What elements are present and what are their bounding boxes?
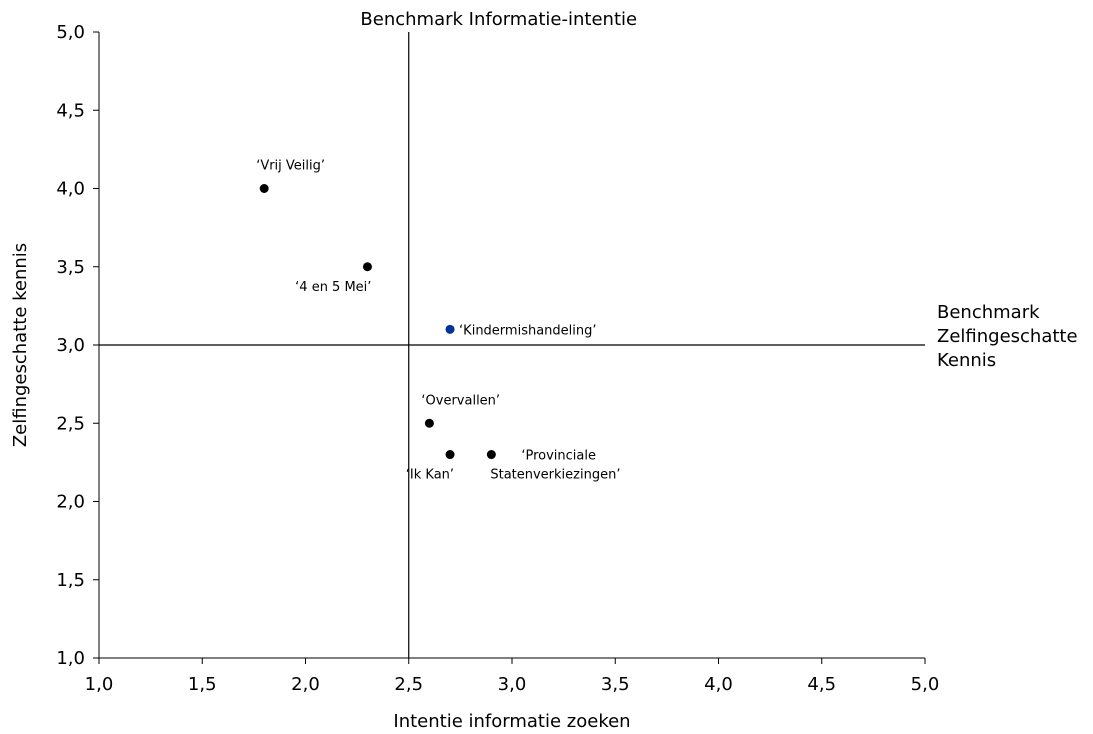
x-tick-label: 1,0 xyxy=(85,674,114,695)
data-point xyxy=(445,450,455,460)
benchmark-x-label: Benchmark Informatie-intentie xyxy=(360,9,637,30)
x-tick-label: 3,0 xyxy=(498,674,527,695)
y-axis-title: Zelfingeschatte kennis xyxy=(10,243,31,447)
data-point-label: ‘Vrij Veilig’ xyxy=(256,159,325,174)
benchmark-y-label-line: Benchmark xyxy=(937,302,1040,323)
y-tick-label: 2,5 xyxy=(56,413,85,434)
x-tick-label: 3,5 xyxy=(601,674,630,695)
x-tick-label: 4,0 xyxy=(704,674,733,695)
x-tick-label: 1,5 xyxy=(188,674,217,695)
data-point xyxy=(486,450,496,460)
data-point xyxy=(424,418,434,428)
y-tick-label: 3,0 xyxy=(56,335,85,356)
y-tick-label: 1,5 xyxy=(56,570,85,591)
data-point-label: ‘Kindermishandeling’ xyxy=(459,323,596,338)
benchmark-y-label: Benchmark Zelfingeschatte Kennis xyxy=(937,302,1078,371)
benchmark-y-label-line: Kennis xyxy=(937,350,996,371)
data-point-label: ‘4 en 5 Mei’ xyxy=(295,280,371,295)
x-tick-label: 2,0 xyxy=(291,674,320,695)
data-point-label: ‘Overvallen’ xyxy=(421,393,500,408)
x-axis-title: Intentie informatie zoeken xyxy=(393,711,630,732)
y-tick-label: 3,5 xyxy=(56,257,85,278)
y-tick-label: 5,0 xyxy=(56,22,85,43)
data-point xyxy=(362,262,372,272)
data-point-label: ‘Provinciale xyxy=(521,449,596,464)
y-tick-label: 2,0 xyxy=(56,492,85,513)
x-tick-label: 2,5 xyxy=(394,674,423,695)
benchmark-y-label-line: Zelfingeschatte xyxy=(937,326,1078,347)
x-tick-label: 4,5 xyxy=(807,674,836,695)
y-tick-label: 4,0 xyxy=(56,179,85,200)
data-point-label: Statenverkiezingen’ xyxy=(490,468,620,483)
data-points: ‘Vrij Veilig’ ‘4 en 5 Mei’ ‘Kindermishande… xyxy=(256,159,620,483)
data-point xyxy=(445,324,455,334)
x-axis: 1,0 1,5 2,0 2,5 3,0 3,5 4,0 4,5 5,0 xyxy=(85,658,940,695)
plot-area xyxy=(98,32,925,659)
y-axis: 1,0 1,5 2,0 2,5 3,0 3,5 4,0 4,5 5,0 xyxy=(56,22,99,669)
y-tick-label: 4,5 xyxy=(56,100,85,121)
x-tick-label: 5,0 xyxy=(911,674,940,695)
y-tick-label: 1,0 xyxy=(56,648,85,669)
data-point xyxy=(259,184,269,193)
data-point-label: ‘Ik Kan’ xyxy=(406,468,454,483)
